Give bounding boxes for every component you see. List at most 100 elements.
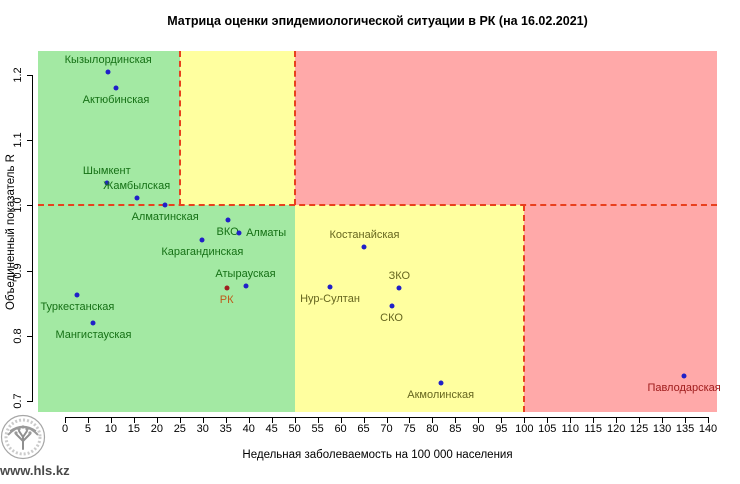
x-axis-tick-label: 70: [380, 423, 393, 435]
y-axis-tick: [27, 140, 33, 142]
x-axis-tick: [478, 417, 480, 423]
watermark: www.hls.kz: [0, 413, 90, 478]
x-axis-tick-label: 55: [311, 423, 324, 435]
data-point-label: Атырауская: [215, 268, 276, 281]
x-axis-tick: [639, 417, 641, 423]
x-axis-tick-label: 130: [652, 423, 672, 435]
data-point: [327, 284, 333, 290]
x-axis-tick: [685, 417, 687, 423]
data-point-label: Алматинская: [131, 211, 199, 224]
x-axis-tick: [570, 417, 572, 423]
x-axis-tick: [363, 417, 365, 423]
x-axis-tick-label: 105: [538, 423, 557, 435]
data-point-label: Алматы: [246, 226, 287, 239]
x-axis-tick-label: 95: [495, 423, 508, 435]
y-axis-line: [32, 75, 33, 401]
data-point: [105, 69, 111, 75]
x-axis-tick-label: 85: [449, 423, 462, 435]
data-point: [396, 285, 402, 291]
x-axis-tick: [616, 417, 618, 423]
upper-green-yellow-line: [178, 51, 181, 206]
data-point: [74, 292, 80, 298]
x-axis-tick: [248, 417, 250, 423]
data-point: [361, 244, 367, 250]
data-point: [104, 180, 110, 186]
y-axis-tick: [27, 270, 33, 272]
x-axis-tick: [386, 417, 388, 423]
y-axis-title: Объединенный показатель R: [5, 154, 17, 310]
x-axis-tick-label: 45: [265, 423, 278, 435]
x-axis-tick-label: 15: [127, 423, 141, 435]
data-point: [90, 320, 96, 326]
x-axis-tick: [547, 417, 549, 423]
chart-title: Матрица оценки эпидемиологической ситуац…: [167, 14, 588, 28]
zone-yellow-upper: [179, 51, 295, 206]
x-axis-tick: [662, 417, 664, 423]
zone-red-upper: [294, 51, 717, 206]
x-axis-tick: [133, 417, 135, 423]
x-axis-tick: [65, 417, 66, 423]
x-axis-tick-label: 35: [219, 423, 232, 435]
watermark-url: www.hls.kz: [0, 463, 70, 478]
lower-yellow-red-line: [523, 205, 526, 412]
zone-green-lower: [38, 205, 295, 412]
data-point: [162, 202, 168, 208]
x-axis-tick: [340, 417, 342, 423]
data-point-label: Акмолинская: [407, 389, 475, 402]
y-axis-tick: [27, 75, 33, 76]
x-axis-tick: [294, 417, 296, 423]
x-axis-tick: [593, 417, 595, 423]
x-axis-tick: [87, 417, 89, 423]
data-point-label: Актюбинская: [82, 94, 150, 107]
data-point: [236, 230, 242, 236]
x-axis-tick: [179, 417, 181, 423]
x-axis-tick-label: 115: [584, 423, 602, 435]
data-point-label: РК: [219, 293, 234, 306]
y-axis-tick: [27, 335, 33, 337]
x-axis-tick: [110, 417, 112, 423]
x-axis-tick: [271, 417, 273, 423]
x-axis-tick-label: 50: [288, 423, 301, 435]
x-axis-tick-label: 100: [515, 423, 534, 435]
r-threshold-line: [38, 204, 717, 207]
data-point-label: Мангистауская: [55, 328, 132, 341]
x-axis-tick-label: 125: [629, 423, 649, 435]
tree-logo-icon: [0, 414, 46, 460]
data-point-label: Павлодарская: [647, 381, 721, 394]
y-axis-tick: [27, 401, 33, 402]
data-point: [389, 303, 395, 309]
data-point: [199, 237, 205, 243]
upper-yellow-red-line: [293, 51, 296, 206]
zone-yellow-lower: [294, 205, 525, 412]
x-axis-title: Недельная заболеваемость на 100 000 насе…: [242, 449, 513, 461]
x-axis-tick-label: 120: [606, 423, 626, 435]
x-axis-tick: [225, 417, 227, 423]
x-axis-tick-label: 90: [472, 423, 485, 435]
data-point: [681, 373, 687, 379]
data-point: [134, 195, 140, 201]
x-axis-tick-label: 25: [173, 423, 186, 435]
x-axis-tick: [156, 417, 158, 423]
y-axis-tick: [27, 205, 33, 207]
data-point-label: ЗКО: [388, 270, 411, 283]
x-axis-tick: [524, 417, 526, 423]
data-point-label: Костанайская: [329, 229, 400, 242]
x-axis-tick: [202, 417, 204, 423]
x-axis-tick: [409, 417, 411, 423]
data-point-label: Туркестанская: [40, 300, 115, 313]
x-axis-tick: [501, 417, 503, 423]
data-point-label: Шымкент: [82, 165, 131, 178]
x-axis-tick-label: 65: [357, 423, 370, 435]
x-axis-tick-label: 0: [61, 423, 69, 435]
zone-green-upper: [38, 51, 180, 206]
x-axis-tick-label: 110: [561, 423, 579, 435]
x-axis-tick: [432, 417, 434, 423]
data-point: [225, 217, 231, 223]
data-point: [224, 285, 230, 291]
data-point-label: Жамбылская: [103, 180, 171, 193]
data-point: [438, 380, 444, 386]
x-axis-tick-label: 5: [84, 423, 92, 435]
data-point-label: Кызылординская: [64, 53, 152, 66]
x-axis-tick-label: 80: [426, 423, 439, 435]
